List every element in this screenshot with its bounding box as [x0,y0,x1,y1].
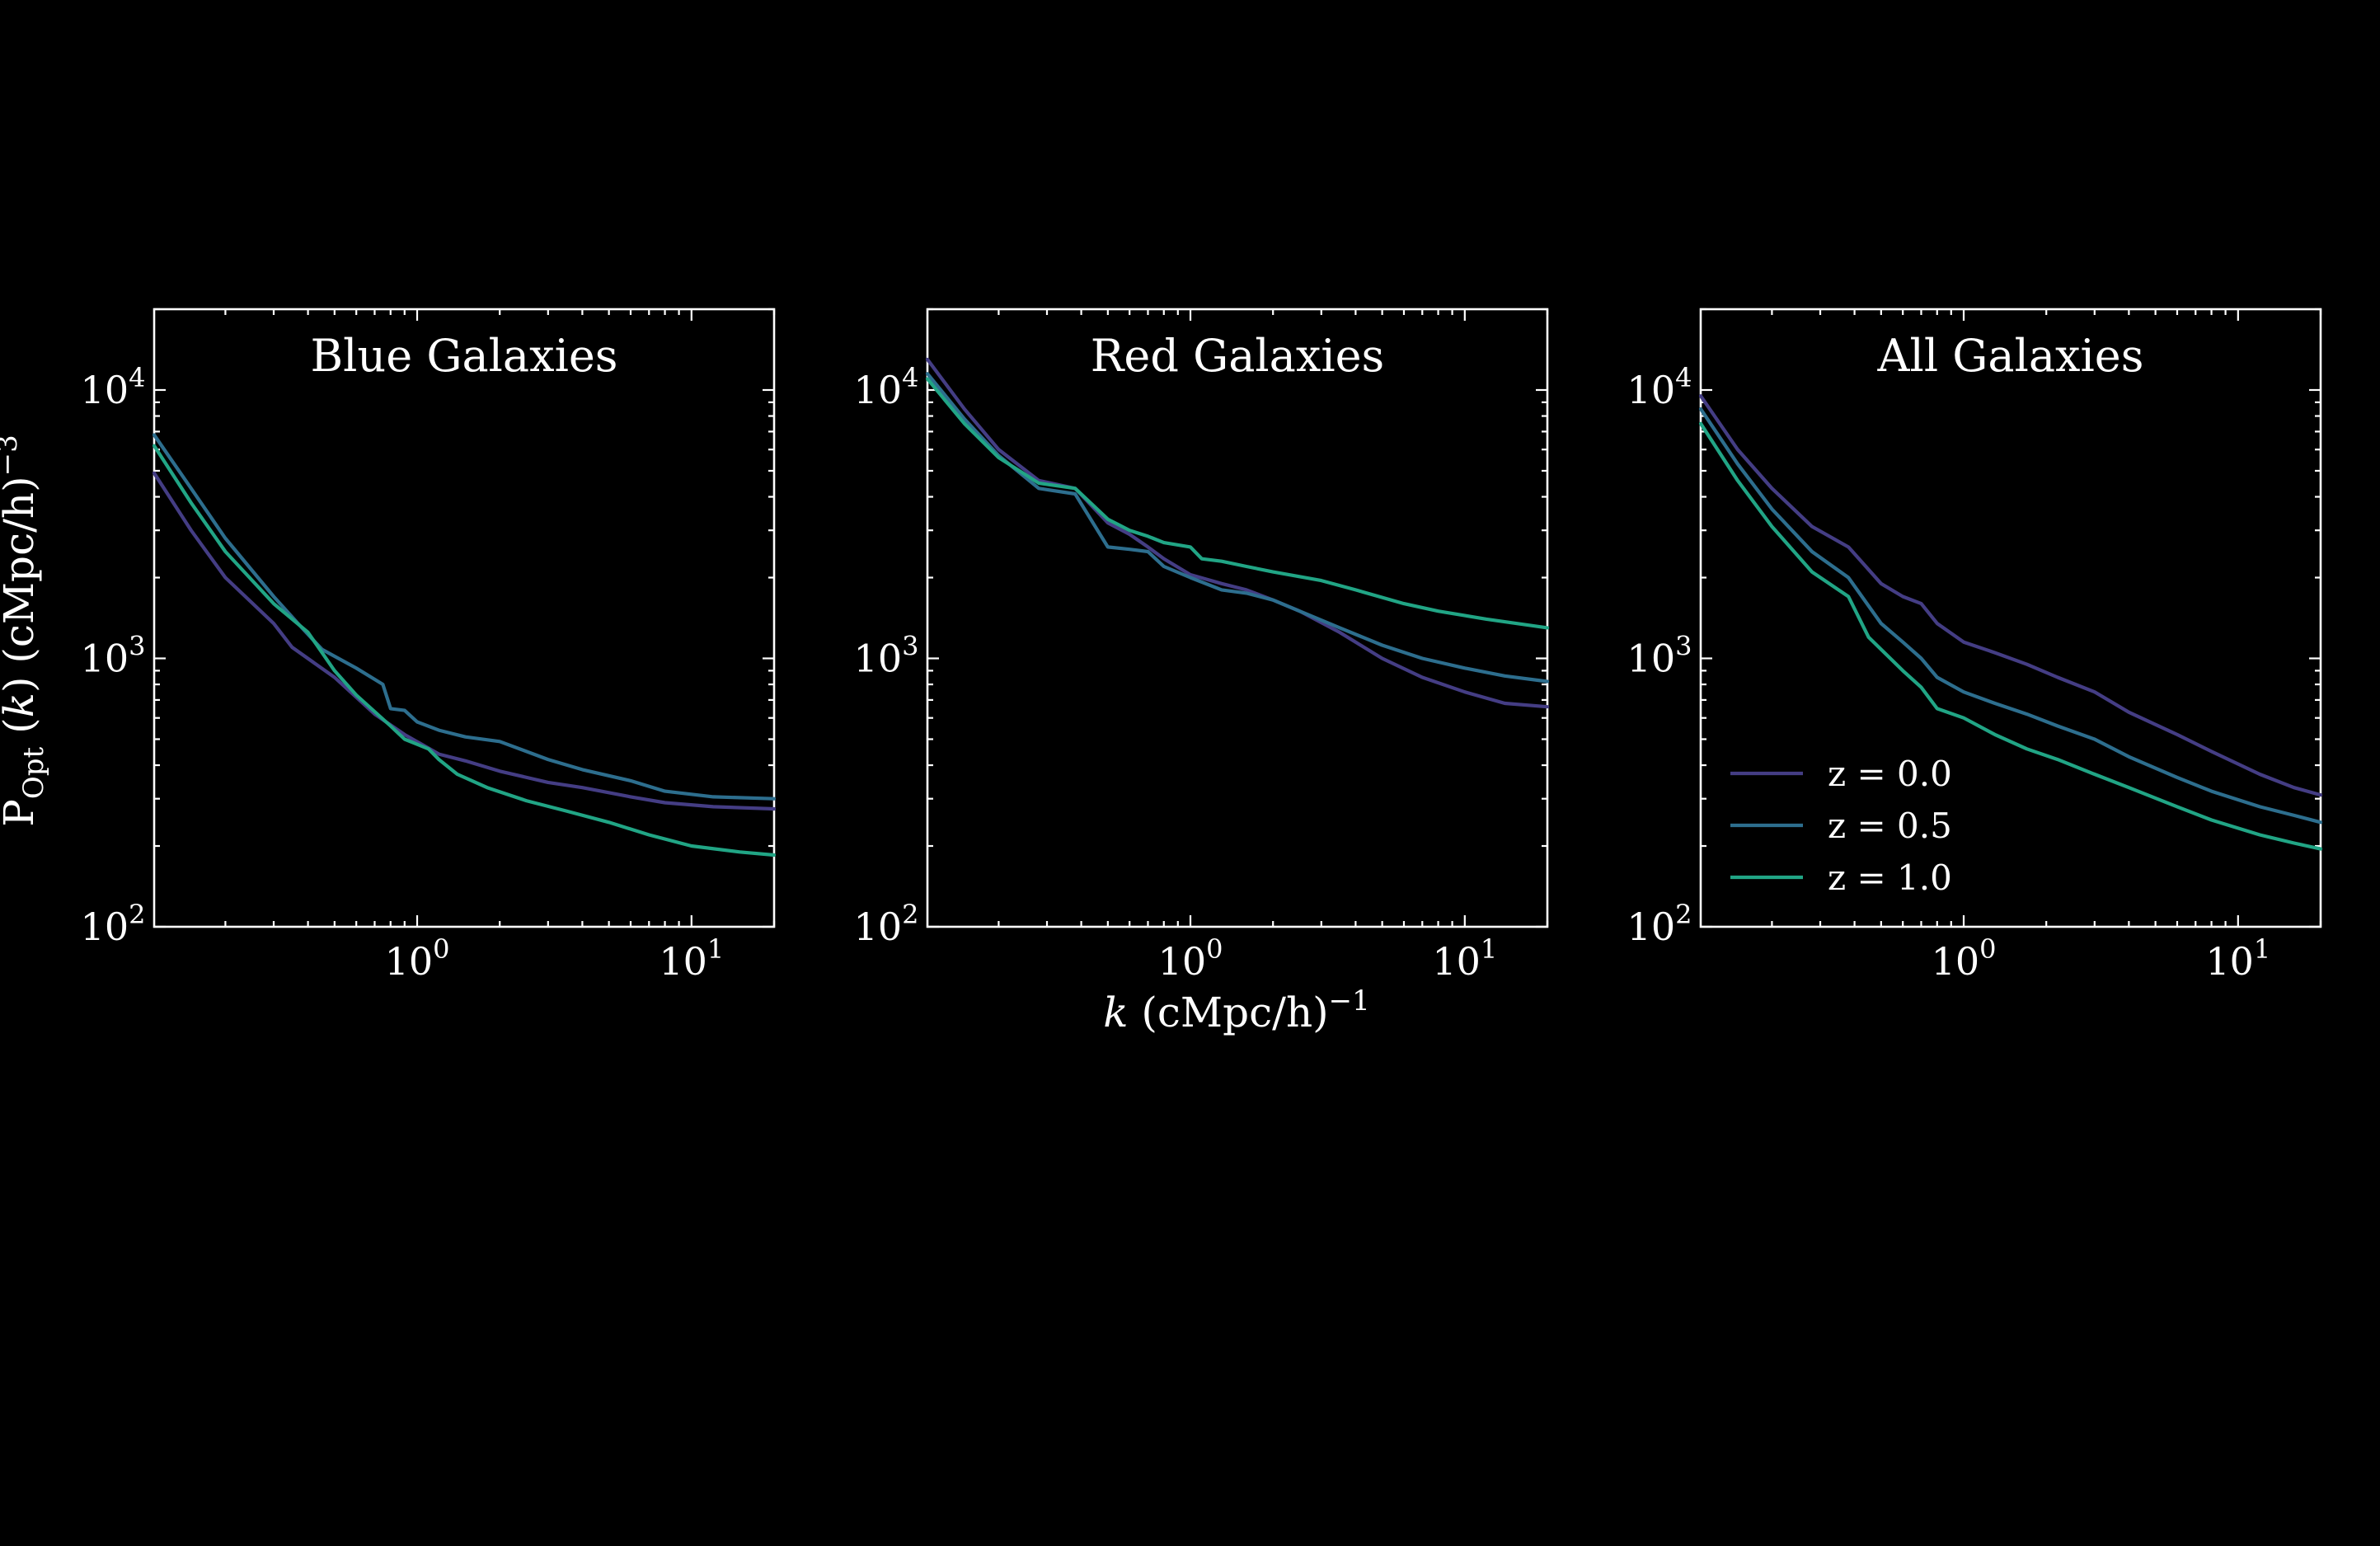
legend-label: z = 1.0 [1828,858,1952,898]
panel-title: Red Galaxies [1091,330,1385,382]
y-axis-label: POpt (k) (cMpc/h)−3 [0,435,50,826]
y-axis-label-rest: ( [0,717,43,746]
x-tick-label: 101 [1432,933,1497,984]
y-tick-label: 103 [854,630,919,680]
x-tick-label: 100 [1158,933,1223,984]
x-tick-label: 101 [659,933,724,984]
series-line-z1 [1698,406,2323,825]
y-axis-label-p: P [0,799,43,827]
panel-title: All Galaxies [1877,330,2144,382]
series-line-z0 [1698,394,2323,797]
panel-title: Blue Galaxies [310,330,617,382]
series-line-z1 [152,433,777,801]
plot-frame [926,308,1549,928]
legend: z = 0.0 z = 0.5 z = 1.0 [1730,754,1952,898]
y-tick-label: 103 [1627,630,1692,680]
series-line-z0 [925,357,1550,709]
plot-frame [153,308,776,928]
series-line-z1 [925,372,1550,684]
y-axis-label-sub: Opt [17,746,50,799]
plot-frame [1699,308,2322,928]
y-tick-label: 102 [854,899,919,949]
y-tick-label: 102 [81,899,146,949]
legend-label: z = 0.5 [1828,806,1952,846]
x-axis-label: k (cMpc/h)−1 [1103,984,1370,1036]
y-tick-label: 102 [1627,899,1692,949]
x-tick-label: 101 [2205,933,2270,984]
y-tick-label: 104 [854,362,919,412]
panels: 102 103 104 100 101 Blue Galaxies 102 103 104 100… [81,308,2323,984]
y-tick-label: 104 [81,362,146,412]
x-tick-label: 100 [385,933,450,984]
legend-label: z = 0.0 [1828,754,1952,794]
series-line-z0 [152,471,777,811]
y-tick-label: 104 [1627,362,1692,412]
y-tick-label: 103 [81,630,146,680]
series-line-z2 [152,444,777,858]
x-tick-label: 100 [1932,933,1997,984]
series-line-z2 [1698,421,2323,851]
panel-1: 102 103 104 100 101 Blue Galaxies [81,308,777,984]
panel-2: 102 103 104 100 101 Red Galaxies [854,308,1550,984]
series-line-z2 [925,377,1550,630]
